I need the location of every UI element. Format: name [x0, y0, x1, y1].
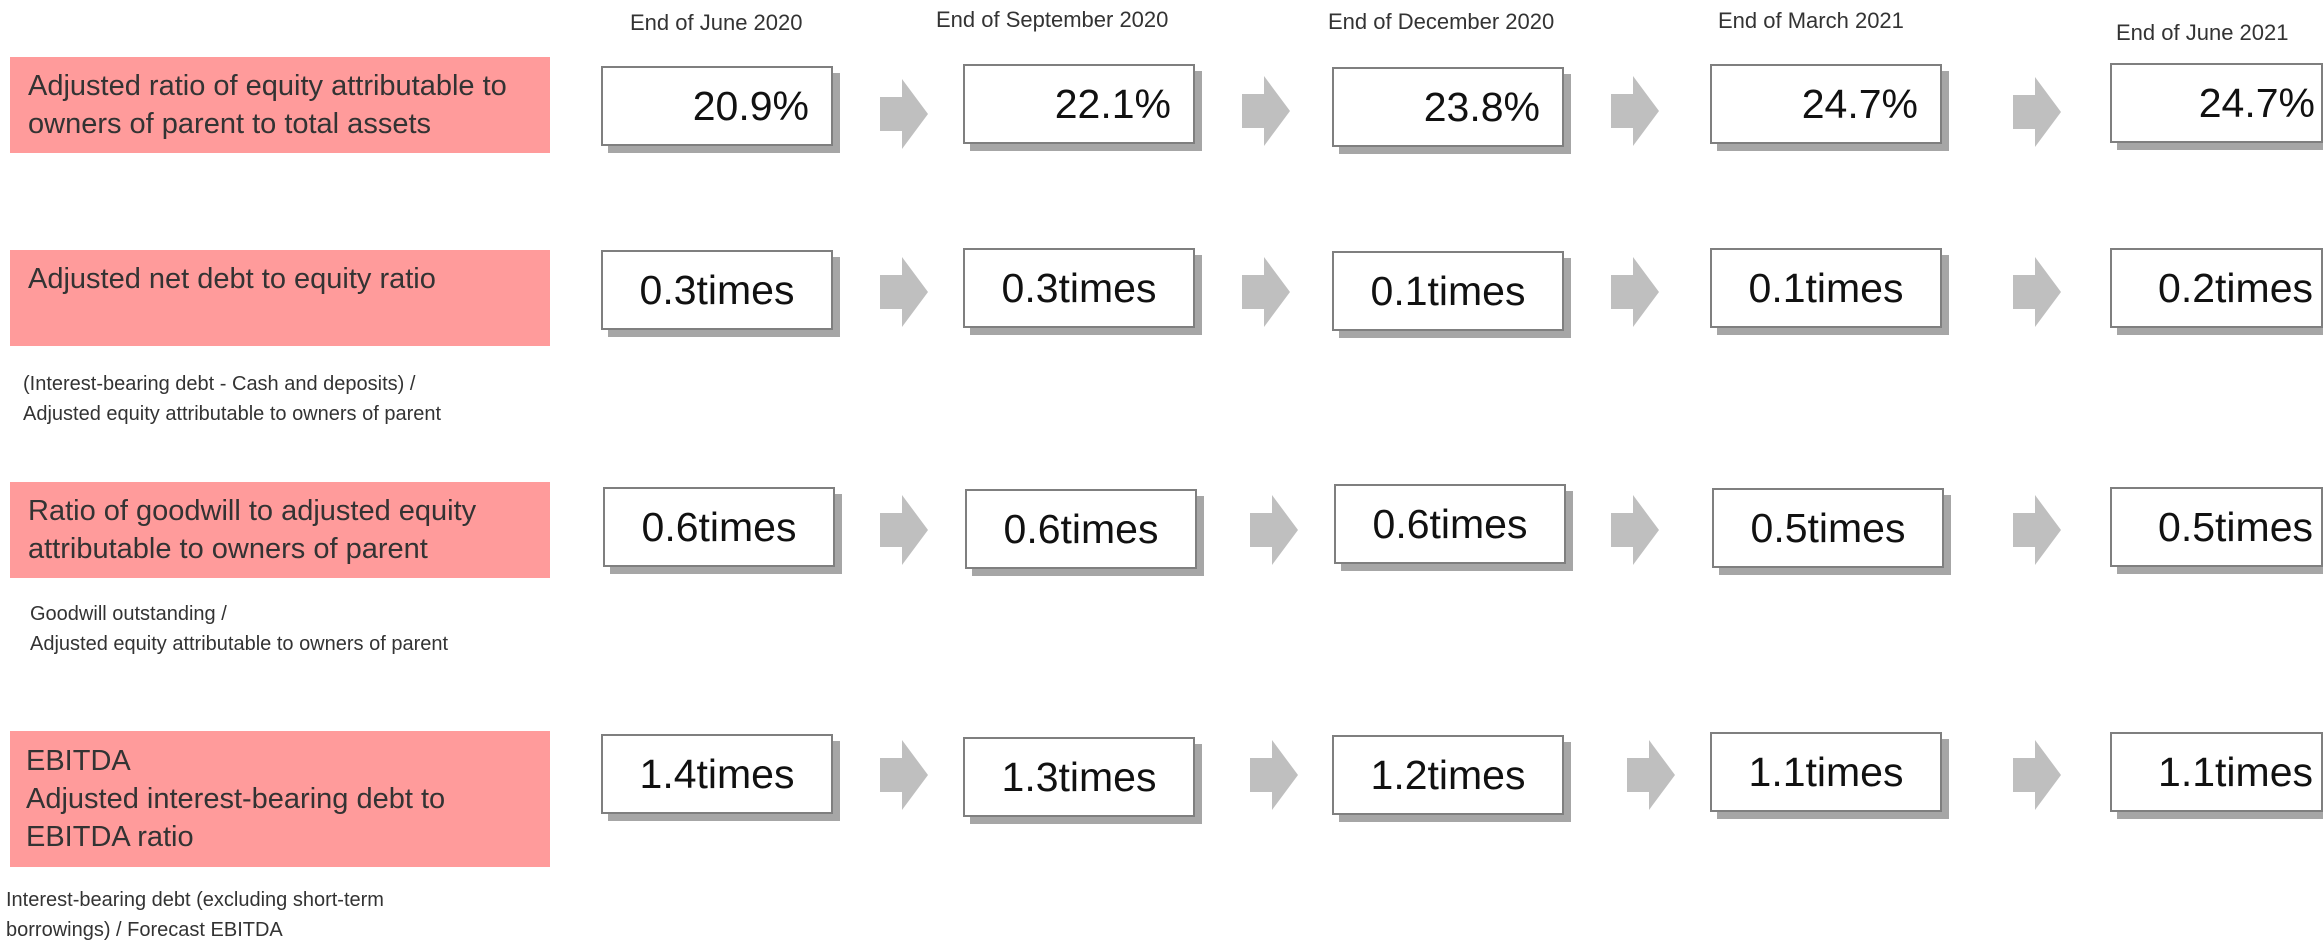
value-box-goodwill-dec-2020: 0.6times — [1334, 484, 1566, 564]
value-box-equity-ratio-jun-2020: 20.9% — [601, 66, 833, 146]
arrow-right-icon — [880, 79, 928, 149]
formula-note-line: Goodwill outstanding / — [30, 603, 227, 625]
value-box-equity-ratio-dec-2020: 23.8% — [1332, 67, 1564, 147]
value-box-ebitda-dec-2020: 1.2times — [1332, 735, 1564, 815]
arrow-right-icon — [1627, 740, 1675, 810]
value-box-ebitda-jun-2020: 1.4times — [601, 734, 833, 814]
value-box-net-debt-jun-2021: 0.2times — [2110, 248, 2323, 328]
arrow-right-icon — [1242, 76, 1290, 146]
arrow-right-icon — [880, 740, 928, 810]
arrow-right-icon — [2013, 495, 2061, 565]
value-box-equity-ratio-mar-2021: 24.7% — [1710, 64, 1942, 144]
value-box-ebitda-sep-2020: 1.3times — [963, 737, 1195, 817]
value-box-equity-ratio-jun-2021: 24.7% — [2110, 63, 2323, 143]
formula-note-line: (Interest-bearing debt - Cash and deposi… — [23, 373, 416, 395]
value-box-net-debt-mar-2021: 0.1times — [1710, 248, 1942, 328]
value-box-goodwill-jun-2020: 0.6times — [603, 487, 835, 567]
value-box-equity-ratio-sep-2020: 22.1% — [963, 64, 1195, 144]
value-box-goodwill-mar-2021: 0.5times — [1712, 488, 1944, 568]
arrow-right-icon — [1242, 257, 1290, 327]
arrow-right-icon — [880, 495, 928, 565]
formula-note-debt-ebitda-ratio: Interest-bearing debt (excluding short-t… — [6, 885, 384, 945]
period-header-march-2021: End of March 2021 — [1718, 8, 1904, 33]
value-box-net-debt-dec-2020: 0.1times — [1332, 251, 1564, 331]
value-box-goodwill-jun-2021: 0.5times — [2110, 487, 2323, 567]
arrow-right-icon — [1250, 495, 1298, 565]
metric-label-line: EBITDA — [26, 745, 131, 777]
metric-label-equity-ratio: Adjusted ratio of equity attributable to… — [10, 57, 550, 153]
arrow-right-icon — [2013, 257, 2061, 327]
arrow-right-icon — [1250, 740, 1298, 810]
arrow-right-icon — [2013, 740, 2061, 810]
value-box-net-debt-sep-2020: 0.3times — [963, 248, 1195, 328]
period-header-june-2021: End of June 2021 — [2116, 20, 2289, 45]
arrow-right-icon — [2013, 77, 2061, 147]
formula-note-net-debt-equity-ratio: (Interest-bearing debt - Cash and deposi… — [23, 369, 441, 429]
metric-label-line: Adjusted ratio of equity attributable to — [28, 70, 507, 102]
arrow-right-icon — [880, 257, 928, 327]
metric-label-line: Adjusted interest-bearing debt to — [26, 783, 446, 815]
formula-note-goodwill-ratio: Goodwill outstanding / Adjusted equity a… — [30, 599, 448, 659]
formula-note-line: Adjusted equity attributable to owners o… — [23, 403, 442, 425]
metric-label-line: Ratio of goodwill to adjusted equity — [28, 495, 477, 527]
period-header-september-2020: End of September 2020 — [936, 7, 1169, 32]
period-header-june-2020: End of June 2020 — [630, 10, 803, 35]
value-box-ebitda-jun-2021: 1.1times — [2110, 732, 2323, 812]
formula-note-line: borrowings) / Forecast EBITDA — [6, 919, 283, 941]
arrow-right-icon — [1611, 495, 1659, 565]
metric-label-line: attributable to owners of parent — [28, 533, 428, 565]
metric-label-goodwill-ratio: Ratio of goodwill to adjusted equity att… — [10, 482, 550, 578]
value-box-net-debt-jun-2020: 0.3times — [601, 250, 833, 330]
value-box-ebitda-mar-2021: 1.1times — [1710, 732, 1942, 812]
metric-label-net-debt-equity-ratio: Adjusted net debt to equity ratio — [10, 250, 550, 346]
formula-note-line: Adjusted equity attributable to owners o… — [30, 633, 449, 655]
value-box-goodwill-sep-2020: 0.6times — [965, 489, 1197, 569]
arrow-right-icon — [1611, 257, 1659, 327]
arrow-right-icon — [1611, 76, 1659, 146]
metric-label-line: EBITDA ratio — [26, 821, 194, 853]
formula-note-line: Interest-bearing debt (excluding short-t… — [6, 889, 384, 911]
metric-label-line: Adjusted net debt to equity ratio — [28, 263, 436, 295]
metric-label-line: owners of parent to total assets — [28, 108, 431, 140]
period-header-december-2020: End of December 2020 — [1328, 9, 1555, 34]
metric-label-debt-ebitda-ratio: EBITDA Adjusted interest-bearing debt to… — [10, 731, 550, 867]
